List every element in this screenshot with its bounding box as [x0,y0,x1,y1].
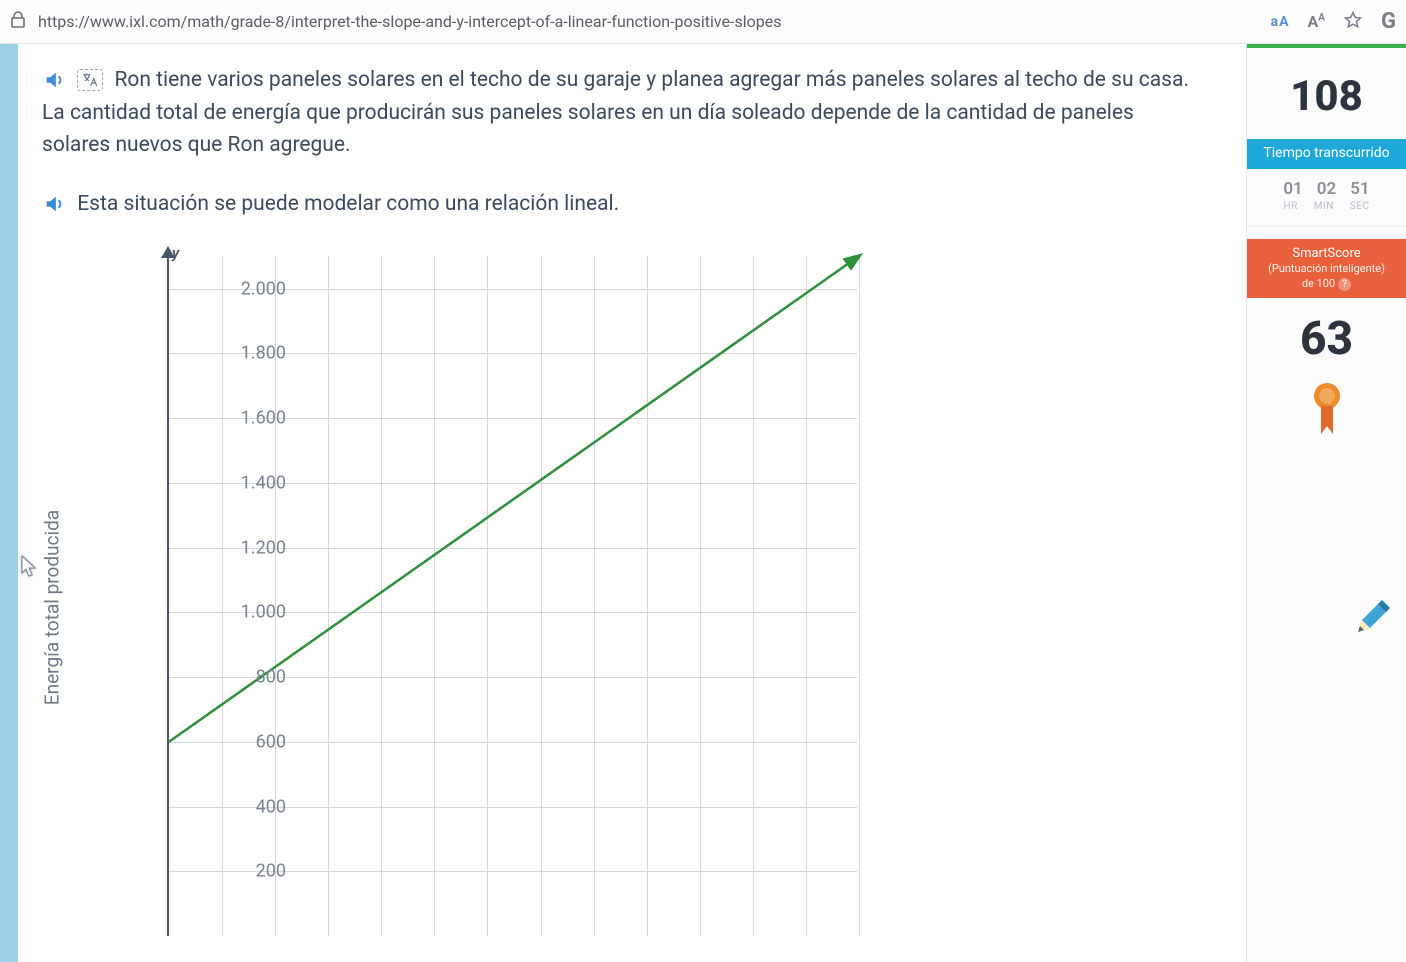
time-min: 02 [1317,179,1336,199]
pencil-icon[interactable] [1352,596,1394,642]
elapsed-time-units: HR MIN SEC [1247,201,1406,227]
smartscore-header: SmartScore (Puntuación inteligente) de 1… [1247,239,1406,298]
info-icon[interactable]: ? [1338,278,1351,291]
problem-text-2: Esta situación se puede modelar como una… [77,192,619,216]
gridline-v [806,256,807,936]
award-ribbon [1247,374,1406,464]
translate-icon[interactable] [77,69,103,91]
y-tick-label: 1.600 [226,408,286,429]
smartscore-value: 63 [1247,298,1406,374]
smartscore-title: SmartScore [1253,246,1400,263]
cursor-icon [20,554,38,582]
gridline-v [434,256,435,936]
refresh-icon[interactable]: G [1381,9,1396,34]
browser-address-bar: https://www.ixl.com/math/grade-8/interpr… [0,0,1406,44]
y-tick-label: 600 [226,731,286,752]
questions-answered-box: 108 [1247,48,1406,139]
url-text[interactable]: https://www.ixl.com/math/grade-8/interpr… [38,12,1259,31]
speaker-icon[interactable] [42,193,66,215]
y-axis-title: Energía total producida [41,510,64,705]
gridline-v [541,256,542,936]
gridline-v [222,256,223,936]
y-tick-label: 800 [226,667,286,688]
elapsed-time-values: 01 02 51 [1247,169,1406,201]
y-tick-label: 400 [226,796,286,817]
unit-sec: SEC [1350,201,1370,212]
time-hr: 01 [1283,179,1302,199]
browser-action-icons: aA AA G [1271,9,1396,34]
y-tick-label: 2.000 [226,278,286,299]
unit-hr: HR [1283,201,1297,212]
questions-count: 108 [1247,72,1406,121]
smartscore-of: de 100? [1253,277,1400,291]
y-tick-label: 1.200 [226,537,286,558]
left-accent-strip [0,44,18,962]
gridline-v [381,256,382,936]
reader-mode-icon[interactable]: aA [1271,14,1290,30]
problem-paragraph-2: Esta situación se puede modelar como una… [42,188,1206,221]
y-tick-label: 1.000 [226,602,286,623]
smartscore-subtitle: (Puntuación inteligente) [1253,262,1400,276]
gridline-v [859,256,860,936]
gridline-v [753,256,754,936]
problem-paragraph-1: Ron tiene varios paneles solares en el t… [42,64,1206,162]
gridline-v [487,256,488,936]
linear-chart: Energía total producida y 2004006008001.… [62,246,882,946]
text-size-icon[interactable]: AA [1308,12,1325,31]
problem-text-1: Ron tiene varios paneles solares en el t… [42,68,1189,157]
gridline-v [647,256,648,936]
favorite-icon[interactable] [1343,10,1363,34]
time-sec: 51 [1350,179,1369,199]
lock-icon [10,11,26,33]
y-tick-label: 1.800 [226,343,286,364]
gridline-v [594,256,595,936]
problem-content-area: Ron tiene varios paneles solares en el t… [18,44,1246,962]
y-tick-label: 200 [226,861,286,882]
gridline-v [700,256,701,936]
elapsed-time-header: Tiempo transcurrido [1247,139,1406,169]
y-tick-label: 1.400 [226,472,286,493]
unit-min: MIN [1314,201,1334,212]
stats-sidebar: 108 Tiempo transcurrido 01 02 51 HR MIN … [1246,44,1406,962]
speaker-icon[interactable] [42,69,66,91]
gridline-v [328,256,329,936]
